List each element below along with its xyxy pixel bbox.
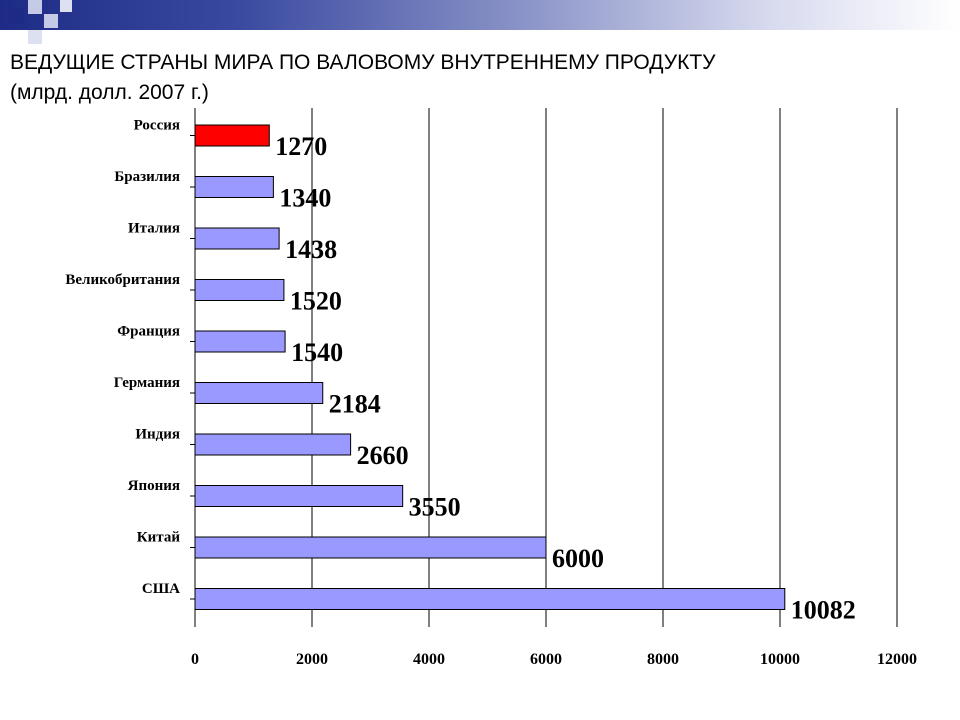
data-label: 10082 — [791, 596, 856, 625]
x-tick-label: 2000 — [296, 651, 328, 668]
chart-title-line1: ВЕДУЩИЕ СТРАНЫ МИРА ПО ВАЛОВОМУ ВНУТРЕНН… — [10, 51, 716, 74]
bar-1 — [194, 124, 270, 147]
category-label: Индия — [135, 427, 180, 443]
decorative-square-light — [28, 0, 42, 14]
labels: 0 2000 4000 6000 8000 10000 12000 Россия 1270 Бра… — [65, 118, 917, 669]
x-tick-label: 6000 — [530, 651, 562, 668]
bars — [194, 124, 786, 610]
bar-2 — [194, 176, 274, 198]
bar-5 — [194, 330, 286, 353]
category-label: Великобритания — [65, 272, 180, 288]
data-label: 2660 — [357, 441, 409, 470]
bar-10 — [194, 588, 786, 610]
data-label: 2184 — [329, 390, 381, 419]
bar-9 — [194, 536, 547, 559]
data-label: 1438 — [285, 235, 337, 264]
bar-6 — [194, 382, 324, 404]
x-tick-label: 10000 — [760, 651, 800, 668]
category-label: Франция — [117, 324, 180, 340]
data-label: 1520 — [290, 287, 342, 316]
x-tick-label: 8000 — [647, 651, 679, 668]
category-label: Китай — [137, 530, 181, 546]
decorative-square-dark — [8, 8, 24, 24]
data-label: 1540 — [291, 338, 343, 367]
category-label: Россия — [134, 118, 180, 134]
x-tick-label: 0 — [191, 651, 199, 668]
category-label: Германия — [114, 375, 180, 391]
data-label: 1340 — [279, 184, 331, 213]
bar-4 — [194, 279, 285, 301]
header-gradient-band — [0, 0, 960, 30]
data-label: 3550 — [409, 493, 461, 522]
data-label: 1270 — [275, 132, 327, 161]
chart-title: ВЕДУЩИЕ СТРАНЫ МИРА ПО ВАЛОВОМУ ВНУТРЕНН… — [10, 48, 910, 108]
bar-7 — [194, 433, 352, 456]
bar-8 — [194, 485, 404, 507]
decorative-square-light — [28, 30, 42, 44]
x-tick-label: 12000 — [877, 651, 917, 668]
data-label: 6000 — [552, 544, 604, 573]
category-label: США — [142, 581, 180, 597]
category-label: Бразилия — [114, 169, 180, 185]
decorative-square-light — [44, 14, 58, 28]
axes — [190, 108, 898, 627]
bar-3 — [194, 227, 280, 250]
chart-title-line2: (млрд. долл. 2007 г.) — [10, 81, 209, 104]
decorative-square-light — [60, 0, 72, 12]
x-tick-label: 4000 — [413, 651, 445, 668]
grid-lines — [311, 108, 898, 622]
category-label: Италия — [128, 221, 180, 237]
category-label: Япония — [128, 478, 180, 494]
